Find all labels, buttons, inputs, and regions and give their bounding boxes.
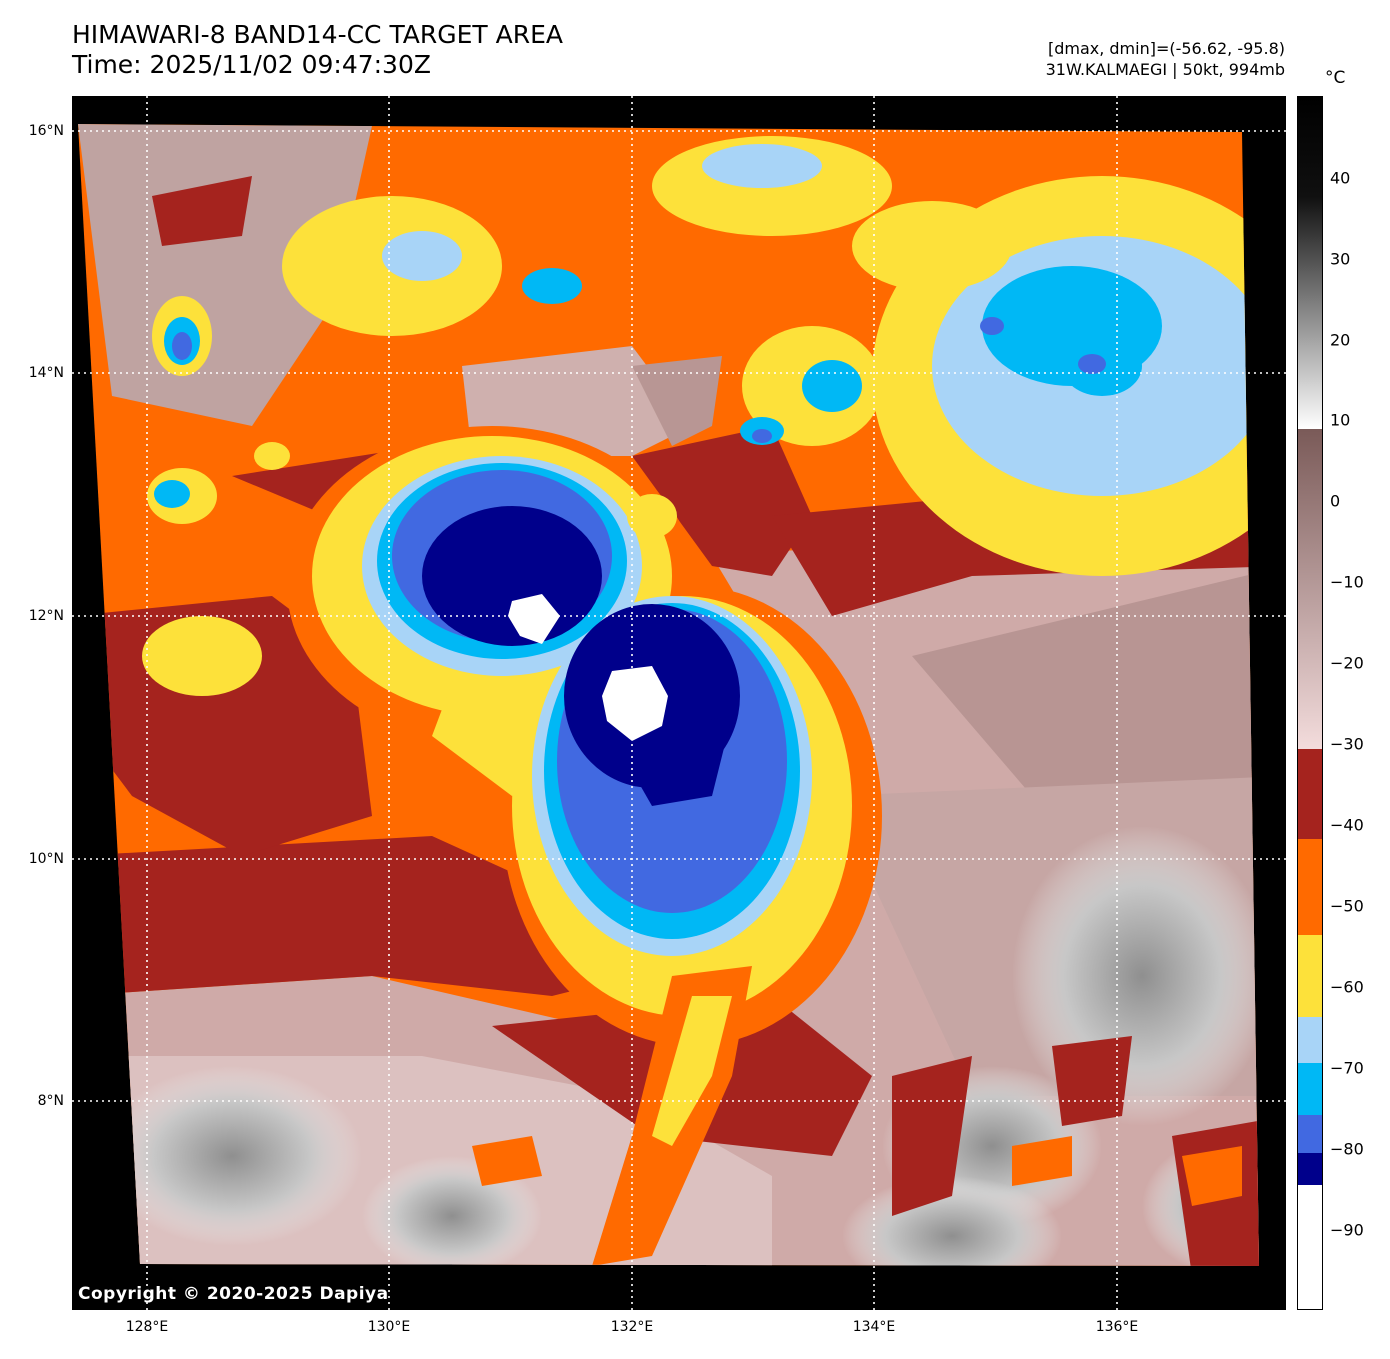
colorbar-tick-m20: −20 [1330, 653, 1364, 673]
colorbar-cyan-segment [1298, 1063, 1322, 1115]
satellite-image [72, 96, 1286, 1310]
colorbar-tick-m50: −50 [1330, 896, 1364, 916]
colorbar-tick-m90: −90 [1330, 1220, 1364, 1240]
colorbar-tick-10: 10 [1330, 410, 1351, 430]
chart-title: HIMAWARI-8 BAND14-CC TARGET AREA Time: 2… [72, 20, 563, 80]
stats-range: [dmax, dmin]=(-56.62, -95.8) [1047, 39, 1285, 58]
lon-label-134e: 134°E [852, 1319, 896, 1335]
colorbar-orange-segment [1298, 839, 1322, 935]
colorbar-lightblue-segment [1298, 1017, 1322, 1063]
lon-label-132e: 132°E [610, 1319, 654, 1335]
copyright-notice: Copyright © 2020-2025 Dapiya [78, 1284, 389, 1304]
lat-label-14n: 14°N [28, 365, 64, 381]
colorbar-unit: °C [1325, 68, 1346, 88]
colorbar-tick-30: 30 [1330, 249, 1351, 269]
colorbar-warm-segment [1298, 97, 1322, 429]
colorbar-white-segment [1298, 1185, 1322, 1309]
colorbar-tick-0: 0 [1330, 491, 1341, 511]
stats-storm: 31W.KALMAEGI | 50kt, 994mb [1045, 60, 1285, 79]
colorbar-tick-m30: −30 [1330, 734, 1364, 754]
storm-stats: [dmax, dmin]=(-56.62, -95.8) 31W.KALMAEG… [1046, 38, 1285, 80]
satellite-map: Copyright © 2020-2025 Dapiya [72, 96, 1286, 1310]
colorbar-brown-segment [1298, 429, 1322, 749]
colorbar-tick-m40: −40 [1330, 815, 1364, 835]
lon-label-128e: 128°E [125, 1319, 169, 1335]
lon-label-130e: 130°E [367, 1319, 411, 1335]
colorbar [1297, 96, 1323, 1310]
colorbar-blue-segment [1298, 1115, 1322, 1153]
title-line-time: Time: 2025/11/02 09:47:30Z [72, 50, 431, 79]
lat-label-8n: 8°N [37, 1093, 64, 1109]
colorbar-darkred-segment [1298, 749, 1322, 839]
lat-label-10n: 10°N [28, 851, 64, 867]
colorbar-tick-40: 40 [1330, 168, 1351, 188]
colorbar-tick-m80: −80 [1330, 1139, 1364, 1159]
lat-label-16n: 16°N [28, 123, 64, 139]
colorbar-yellow-segment [1298, 935, 1322, 1017]
colorbar-navy-segment [1298, 1153, 1322, 1185]
title-line-product: HIMAWARI-8 BAND14-CC TARGET AREA [72, 20, 564, 49]
lon-label-136e: 136°E [1095, 1319, 1139, 1335]
colorbar-tick-m60: −60 [1330, 977, 1364, 997]
colorbar-tick-m70: −70 [1330, 1058, 1364, 1078]
lat-label-12n: 12°N [28, 608, 64, 624]
colorbar-tick-m10: −10 [1330, 572, 1364, 592]
colorbar-tick-20: 20 [1330, 330, 1351, 350]
